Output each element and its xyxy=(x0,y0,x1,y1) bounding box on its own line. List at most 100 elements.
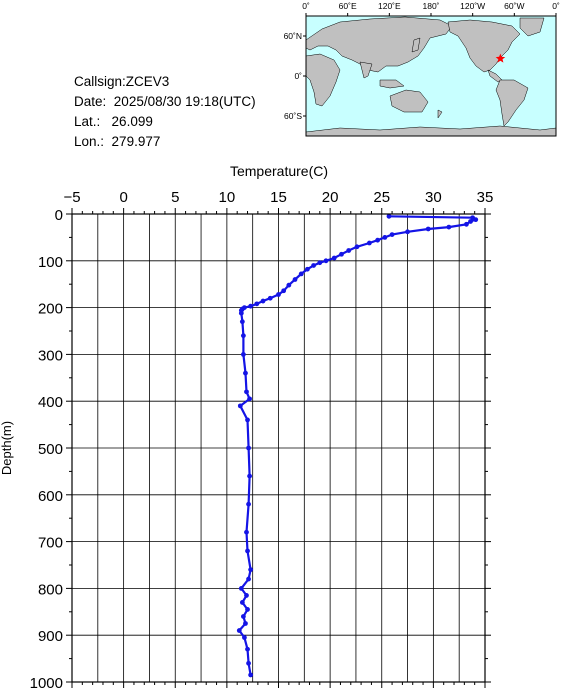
x-tick-label: 15 xyxy=(270,189,287,206)
profile-point xyxy=(276,292,281,297)
x-tick-label: 0 xyxy=(119,189,127,206)
profile-point xyxy=(242,635,247,640)
profile-point xyxy=(386,213,392,219)
profile-point xyxy=(254,301,260,307)
profile-point xyxy=(238,308,244,313)
y-tick-labels: 0 100 200 300 400 500 600 700 800 900 1000 xyxy=(30,207,63,690)
profile-point xyxy=(382,235,388,240)
map-lon-label: 60˚W xyxy=(504,1,524,11)
land-india xyxy=(359,61,373,79)
x-tick-label: 35 xyxy=(477,189,494,206)
y-tick-label: 100 xyxy=(38,254,63,271)
plot-frame xyxy=(71,213,486,683)
x-tick-label: −5 xyxy=(63,189,80,206)
profile-point xyxy=(239,600,245,605)
profile-point xyxy=(425,226,431,232)
profile-point xyxy=(242,305,247,310)
profile-point xyxy=(317,260,323,266)
map-lat-label: 60˚N xyxy=(284,31,302,41)
y-tick-label: 600 xyxy=(38,488,63,505)
x-tick-label: 30 xyxy=(425,189,442,206)
profile-point xyxy=(243,621,248,626)
y-tick-label: 500 xyxy=(38,441,63,458)
land-north-america xyxy=(447,19,521,73)
map-lon-label: 0˚ xyxy=(552,1,560,11)
profile-point xyxy=(246,660,251,666)
y-tick-label: 700 xyxy=(38,535,63,552)
profile-point xyxy=(267,295,273,301)
map-lon-label: 0˚ xyxy=(302,1,310,11)
temperature-profile-points xyxy=(236,213,479,678)
profile-point xyxy=(245,607,250,612)
y-tick-label: 900 xyxy=(38,628,63,645)
location-marker-icon xyxy=(495,53,506,63)
profile-point xyxy=(260,298,266,304)
map-lat-label: 60˚S xyxy=(284,111,302,121)
y-tick-label: 400 xyxy=(38,394,63,411)
profile-point xyxy=(354,244,360,250)
profile-point xyxy=(464,221,469,227)
profile-point xyxy=(246,576,251,582)
land-eurasia xyxy=(305,16,453,73)
land-africa xyxy=(305,53,341,107)
lon-value: 279.977 xyxy=(111,134,161,149)
map-longitude-labels: 0˚ 60˚E 120˚E 180˚ 120˚W 60˚W 0˚ xyxy=(302,1,560,11)
profile-point xyxy=(246,501,251,507)
profile-point xyxy=(331,255,337,261)
profile-point xyxy=(247,396,252,402)
profile-point xyxy=(286,282,292,288)
land-south-america xyxy=(495,79,529,127)
profile-point xyxy=(248,672,254,678)
x-tick-label: 10 xyxy=(219,189,236,206)
map-lat-label: 0˚ xyxy=(294,71,302,81)
profile-point xyxy=(389,232,395,237)
profile-point xyxy=(248,303,254,309)
map-lon-label: 120˚W xyxy=(460,1,485,11)
y-tick-label: 200 xyxy=(38,301,63,318)
map-lon-label: 120˚E xyxy=(378,1,401,11)
x-tick-labels: −5 0 5 10 15 20 25 30 35 xyxy=(63,189,493,206)
profile-point xyxy=(245,646,250,652)
profile-point xyxy=(473,217,479,223)
x-tick-label: 5 xyxy=(171,189,179,206)
profile-point xyxy=(366,240,372,246)
profile-point xyxy=(248,567,254,573)
map-latitude-labels: 60˚N 0˚ 60˚S xyxy=(284,31,303,121)
profile-point xyxy=(375,237,381,243)
x-tick-label: 20 xyxy=(322,189,339,206)
profile-point xyxy=(245,548,250,554)
lon-line: Lon.: 279.977 xyxy=(74,132,256,152)
profile-point xyxy=(238,310,244,316)
profile-point xyxy=(239,319,245,325)
y-tick-label: 300 xyxy=(38,347,63,364)
profile-point xyxy=(239,306,245,312)
map-lon-label: 60˚E xyxy=(339,1,357,11)
profile-point xyxy=(298,271,304,277)
profile-point xyxy=(346,248,352,253)
map-land xyxy=(305,16,557,137)
x-axis-label: Temperature(C) xyxy=(230,163,328,179)
chart-ticks xyxy=(66,208,491,688)
land-greenland xyxy=(519,17,545,37)
profile-point xyxy=(339,251,344,257)
land-australia xyxy=(389,89,429,113)
date-line: Date: 2025/08/30 19:18(UTC) xyxy=(74,92,256,112)
date-value: 2025/08/30 19:18(UTC) xyxy=(113,94,256,109)
profile-point xyxy=(470,215,476,221)
float-info: Callsign:ZCEV3 Date: 2025/08/30 19:18(UT… xyxy=(74,72,256,152)
land-new-zealand xyxy=(437,109,443,119)
y-axis-label: Depth(m) xyxy=(0,421,14,475)
profile-point xyxy=(240,352,246,357)
profile-point xyxy=(446,224,452,230)
profile-point xyxy=(238,586,244,591)
chart-grid xyxy=(71,213,486,683)
land-indonesia xyxy=(379,79,405,89)
profile-point xyxy=(236,628,242,633)
profile-point xyxy=(244,389,249,395)
profile-point xyxy=(292,277,298,282)
profile-point xyxy=(305,266,310,272)
profile-point xyxy=(281,288,287,294)
profile-point xyxy=(243,370,248,376)
temperature-profile-line xyxy=(237,215,479,676)
y-tick-label: 800 xyxy=(38,581,63,598)
